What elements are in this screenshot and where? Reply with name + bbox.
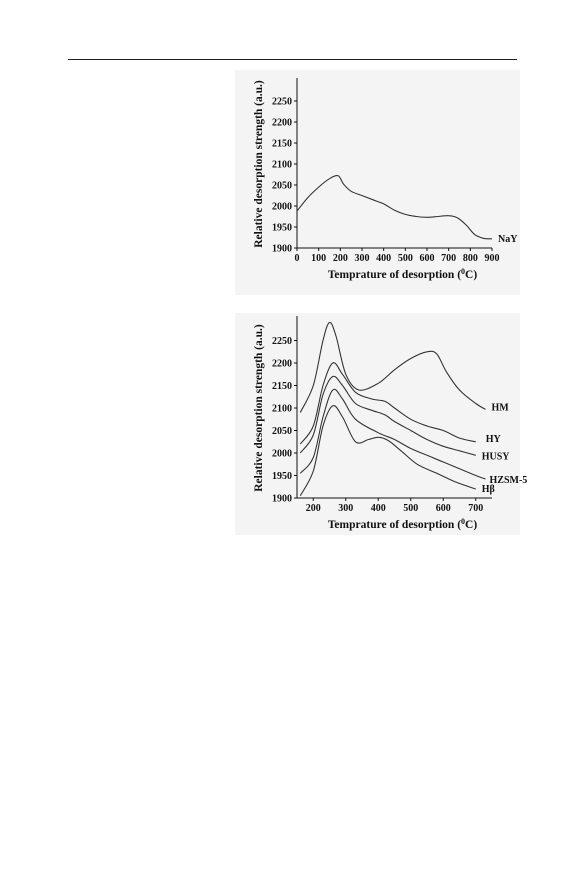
y-axis-title: Relative desorption strength (a.u.) bbox=[253, 324, 265, 492]
series-line-hy bbox=[299, 362, 476, 445]
series-label-nay: NaY bbox=[498, 234, 518, 245]
x-tick-label: 300 bbox=[338, 503, 353, 514]
x-axis-title: Temprature of desorption (0C) bbox=[328, 517, 478, 531]
x-tick-label: 300 bbox=[355, 253, 370, 264]
series-label-hy: HY bbox=[486, 434, 502, 445]
y-tick-label: 2250 bbox=[272, 336, 292, 347]
y-tick-label: 2050 bbox=[272, 181, 292, 192]
x-tick-label: 700 bbox=[441, 253, 456, 264]
series-line-h- bbox=[299, 405, 476, 497]
x-tick-label: 100 bbox=[311, 253, 326, 264]
series-line-husy bbox=[299, 375, 476, 456]
chart-top-background bbox=[235, 70, 520, 295]
x-tick-label: 200 bbox=[306, 503, 321, 514]
x-tick-label: 600 bbox=[420, 253, 435, 264]
x-tick-label: 400 bbox=[371, 503, 386, 514]
x-tick-label: 500 bbox=[398, 253, 413, 264]
x-tick-label: 900 bbox=[485, 253, 500, 264]
y-tick-label: 2200 bbox=[272, 118, 292, 129]
chart-1: 1900 1950 2000 2050 2100 2150 2200 2250 0 100 200 3… bbox=[253, 78, 518, 281]
y-tick-label: 1900 bbox=[272, 244, 292, 255]
y-tick-label: 2150 bbox=[272, 139, 292, 150]
y-tick-label: 2150 bbox=[272, 381, 292, 392]
series-label-h-: Hβ bbox=[482, 484, 495, 495]
y-tick-label: 2100 bbox=[272, 404, 292, 415]
x-tick-label: 500 bbox=[403, 503, 418, 514]
y-tick-label: 2250 bbox=[272, 97, 292, 108]
header-rule bbox=[68, 59, 517, 60]
series-label-hm: HM bbox=[492, 402, 510, 413]
series-line-nay bbox=[296, 175, 493, 240]
x-tick-label: 400 bbox=[376, 253, 391, 264]
x-axis-title: Temprature of desorption (0C) bbox=[328, 267, 478, 281]
series-line-hm bbox=[299, 321, 486, 413]
x-tick-label: 200 bbox=[333, 253, 348, 264]
y-tick-label: 2100 bbox=[272, 160, 292, 171]
chart-2: 1900 1950 2000 2050 2100 2150 2200 2250 200 300 40… bbox=[253, 316, 527, 531]
x-tick-label: 600 bbox=[436, 503, 451, 514]
series-line-hzsm-5 bbox=[299, 388, 486, 480]
y-axis-title: Relative desorption strength (a.u.) bbox=[253, 80, 265, 248]
y-tick-label: 2200 bbox=[272, 359, 292, 370]
x-tick-label: 0 bbox=[295, 253, 300, 264]
x-tick-label: 800 bbox=[463, 253, 478, 264]
series-label-hzsm-5: HZSM-5 bbox=[490, 475, 528, 486]
y-tick-label: 2000 bbox=[272, 449, 292, 460]
y-tick-label: 1950 bbox=[272, 471, 292, 482]
x-tick-label: 700 bbox=[468, 503, 483, 514]
y-tick-label: 1900 bbox=[272, 494, 292, 505]
series-label-husy: HUSY bbox=[482, 451, 511, 462]
y-tick-label: 2050 bbox=[272, 426, 292, 437]
y-tick-label: 1950 bbox=[272, 223, 292, 234]
y-tick-label: 2000 bbox=[272, 202, 292, 213]
